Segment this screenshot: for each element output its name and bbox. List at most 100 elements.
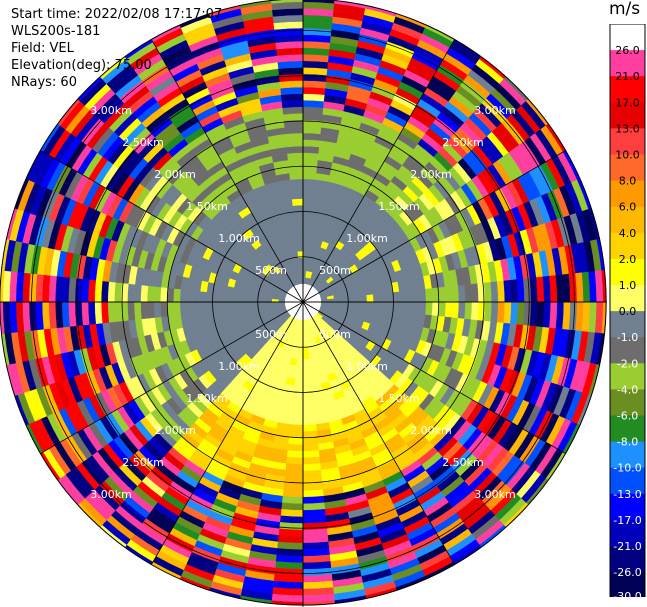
velocity-gate <box>529 277 538 303</box>
velocity-gate <box>295 231 304 239</box>
range-label: 500m <box>319 264 351 277</box>
velocity-gate <box>451 285 460 303</box>
colorbar-tick-label: 17.0 <box>615 96 640 109</box>
start-time-label: Start time: 2022/02/08 17:17:07 <box>11 7 223 22</box>
velocity-gate <box>302 411 316 419</box>
velocity-gate <box>284 469 304 478</box>
colorbar-tick-label: 8.0 <box>619 175 637 188</box>
field-label: Field: VEL <box>11 41 74 56</box>
velocity-gate <box>287 152 304 161</box>
colorbar-band <box>610 232 645 260</box>
colorbar-band <box>610 50 645 77</box>
velocity-gate <box>133 284 142 303</box>
velocity-gate <box>140 284 149 303</box>
velocity-gate <box>299 270 304 278</box>
colorbar-band <box>610 389 645 416</box>
velocity-gate <box>55 275 64 303</box>
velocity-gate <box>470 301 479 321</box>
velocity-gate <box>412 301 420 315</box>
velocity-gate <box>94 279 103 303</box>
colorbar-band <box>610 337 645 364</box>
velocity-gate <box>302 191 315 200</box>
velocity-gate <box>186 301 194 315</box>
velocity-gate <box>309 364 318 373</box>
velocity-gate <box>302 126 322 135</box>
colorbar-frame <box>609 24 646 597</box>
velocity-gate <box>379 301 387 311</box>
colorbar-band <box>610 519 645 547</box>
velocity-gate <box>510 279 519 303</box>
velocity-gate <box>302 244 310 252</box>
velocity-gate <box>192 290 201 303</box>
range-label: 2.50km <box>122 136 164 149</box>
colorbar-tick-label: 13.0 <box>615 122 640 135</box>
velocity-gate <box>405 290 414 303</box>
velocity-gate <box>457 284 466 303</box>
colorbar-band <box>610 546 645 573</box>
colorbar: 26.0 21.0 17.0 13.0 10.0 8.0 6.0 4.0 2.0 1.0 0.0 -1… <box>609 24 646 597</box>
velocity-gate <box>302 456 321 465</box>
velocity-gate <box>302 73 328 82</box>
velocity-gate <box>302 106 324 115</box>
range-label: 500m <box>255 264 287 277</box>
velocity-gate <box>285 463 304 472</box>
velocity-gate <box>372 301 381 311</box>
azimuth-spoke <box>302 301 566 454</box>
elevation-label: Elevation(deg): 75.00 <box>11 58 152 73</box>
velocity-gate <box>302 113 323 122</box>
velocity-gate <box>290 244 298 253</box>
colorbar-tick-label: 2.0 <box>619 253 637 266</box>
velocity-gate <box>483 282 492 303</box>
velocity-gate <box>271 301 279 306</box>
velocity-gate <box>302 450 320 459</box>
velocity-gate <box>366 294 374 303</box>
colorbar-band <box>610 24 645 51</box>
velocity-gate <box>100 301 110 324</box>
range-label: 2.50km <box>122 456 164 469</box>
velocity-gate <box>365 287 374 296</box>
colorbar-band <box>610 102 645 129</box>
colorbar-band <box>610 493 645 521</box>
velocity-gate <box>483 301 492 322</box>
velocity-gate <box>302 378 312 386</box>
azimuth-spoke <box>302 39 455 303</box>
velocity-gate <box>291 198 304 206</box>
colorbar-tick-label: -2.0 <box>617 357 638 370</box>
velocity-gate <box>302 339 308 347</box>
velocity-gate <box>327 298 335 303</box>
velocity-gate <box>289 178 304 187</box>
velocity-gate <box>192 301 201 314</box>
velocity-gate <box>302 178 317 187</box>
velocity-gate <box>199 290 207 303</box>
velocity-gate <box>302 489 324 498</box>
azimuth-spoke <box>302 150 566 303</box>
colorbar-band <box>610 206 645 234</box>
velocity-gate <box>298 264 304 272</box>
velocity-gate <box>302 515 327 524</box>
velocity-gate <box>280 509 304 518</box>
velocity-gate <box>438 286 446 303</box>
velocity-gate <box>457 301 466 320</box>
velocity-gate <box>302 152 319 161</box>
velocity-gate <box>276 541 304 550</box>
velocity-gate <box>464 284 473 303</box>
colorbar-band <box>610 363 645 390</box>
colorbar-tick-label: -13.0 <box>613 488 641 501</box>
colorbar-tick-label: 26.0 <box>615 44 640 57</box>
velocity-gate <box>219 301 227 311</box>
azimuth-spoke <box>40 150 304 303</box>
velocity-gate <box>232 301 240 310</box>
range-label: 2.00km <box>154 168 196 181</box>
velocity-gate <box>291 191 304 200</box>
velocity-gate <box>296 358 304 367</box>
velocity-gate <box>173 288 181 303</box>
velocity-gate <box>294 378 304 386</box>
velocity-gate <box>542 301 551 329</box>
velocity-gate <box>302 385 313 393</box>
velocity-gate <box>302 86 326 95</box>
velocity-gate <box>296 237 304 246</box>
velocity-gate <box>61 301 70 328</box>
colorbar-band <box>610 76 645 103</box>
velocity-gate <box>302 145 320 154</box>
velocity-gate <box>277 535 304 544</box>
